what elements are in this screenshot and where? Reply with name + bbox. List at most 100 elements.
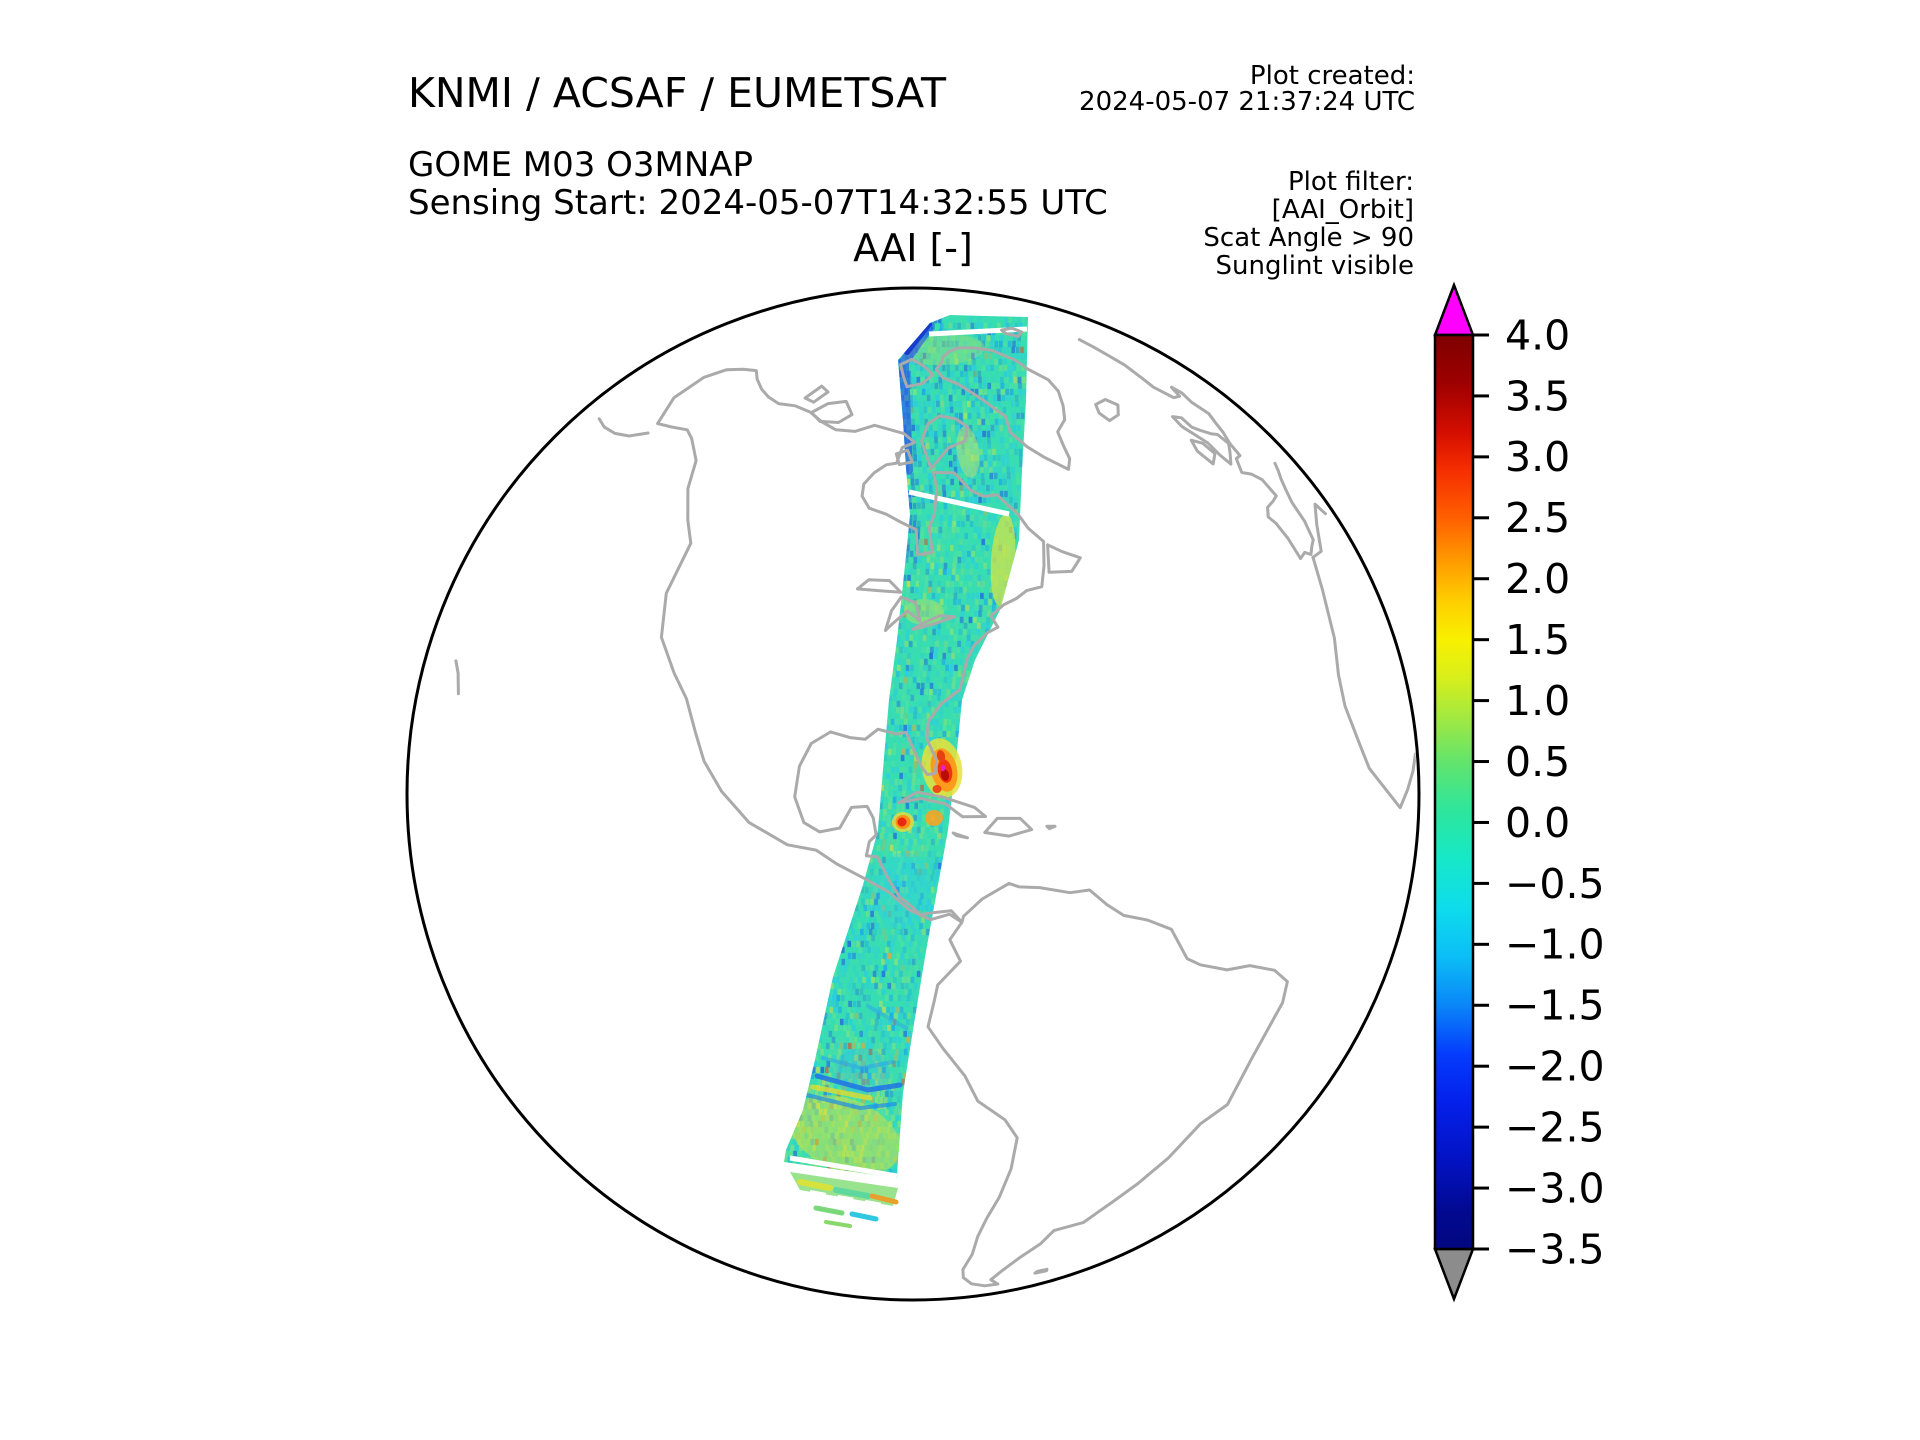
swath-pixel — [1007, 364, 1012, 372]
swath-pixel — [938, 436, 943, 444]
swath-pixel — [977, 334, 982, 342]
swath-pixel — [913, 670, 918, 678]
swath-pixel — [960, 652, 964, 660]
swath-pixel — [911, 1012, 916, 1020]
swath-pixel — [937, 340, 941, 348]
swath-pixel — [893, 1120, 897, 1128]
swath-pixel — [966, 598, 970, 606]
swath-pixel — [900, 760, 904, 768]
swath-pixel — [996, 514, 1001, 522]
swath-pixel — [1013, 430, 1017, 438]
swath-pixel — [988, 556, 992, 564]
swath-pixel — [961, 322, 966, 330]
swath-pixel — [927, 472, 932, 480]
swath-pixel — [863, 1012, 867, 1020]
swath-pixel — [911, 538, 915, 546]
swath-pixel — [922, 400, 927, 408]
swath-pixel — [963, 346, 967, 354]
swath-pixel — [999, 370, 1004, 378]
swath-pixel — [896, 952, 900, 960]
swath-pixel — [868, 916, 872, 924]
swath-pixel — [895, 1102, 900, 1110]
swath-pixel — [932, 406, 936, 414]
swath-pixel — [953, 400, 958, 408]
swath-pixel — [919, 850, 923, 858]
swath-pixel — [855, 1066, 860, 1074]
swath-pixel — [977, 580, 981, 588]
swath-pixel — [924, 652, 929, 660]
swath-pixel — [857, 976, 862, 984]
swath-pixel — [979, 352, 984, 360]
swath-pixel — [1007, 472, 1011, 480]
swath-pixel — [868, 988, 873, 996]
swath-pixel — [938, 826, 943, 834]
swath-pixel — [929, 334, 933, 342]
swath-pixel — [888, 1036, 893, 1044]
swath-pixel — [930, 502, 934, 510]
colorbar-tick-label: 2.0 — [1505, 555, 1570, 603]
swath-pixel — [898, 688, 902, 696]
swath-pixel — [893, 736, 898, 744]
swath-pixel — [894, 646, 899, 654]
swath-pixel — [945, 664, 949, 672]
swath-pixel — [898, 778, 903, 786]
swath-pixel — [992, 388, 996, 396]
swath-pixel — [908, 826, 912, 834]
swath-pixel — [978, 562, 983, 570]
swath-pixel — [1007, 346, 1011, 354]
swath-pixel — [878, 982, 883, 990]
swath-pixel — [904, 562, 908, 570]
swath-pixel — [1009, 496, 1013, 504]
swath-pixel — [856, 982, 861, 990]
swath-pixel — [915, 742, 919, 750]
swath-pixel — [931, 868, 936, 876]
swath-pixel — [896, 868, 901, 876]
swath-pixel — [949, 592, 953, 600]
swath-pixel — [966, 514, 970, 522]
swath-pixel — [999, 490, 1004, 498]
swath-pixel — [909, 592, 914, 600]
swath-pixel — [999, 316, 1004, 324]
swath-pixel — [866, 922, 870, 930]
swath-pixel — [953, 598, 957, 606]
swath-pixel — [870, 964, 874, 972]
swath-pixel — [957, 460, 962, 468]
swath-pixel — [1018, 448, 1023, 456]
swath-pixel — [883, 1042, 887, 1050]
swath-pixel — [995, 424, 999, 432]
swath-pixel — [828, 1030, 833, 1038]
swath-pixel — [912, 820, 917, 828]
swath-pixel — [888, 802, 892, 810]
swath-pixel — [1003, 478, 1007, 486]
swath-pixel — [881, 970, 886, 978]
swath-pixel — [1004, 316, 1008, 324]
swath-pixel — [826, 1018, 831, 1026]
swath-pixel — [977, 340, 981, 348]
swath-pixel — [924, 532, 929, 540]
swath-pixel — [1005, 448, 1009, 456]
swath-pixel — [928, 658, 933, 666]
swath-pixel — [889, 946, 893, 954]
swath-pixel — [859, 1048, 864, 1056]
swath-pixel — [920, 688, 924, 696]
swath-pixel — [814, 1162, 818, 1170]
swath-pixel — [940, 460, 944, 468]
swath-pixel — [926, 508, 931, 516]
swath-pixel — [895, 928, 899, 936]
swath-pixel — [965, 382, 969, 390]
swath-pixel — [914, 400, 918, 408]
swath-pixel — [839, 952, 843, 960]
swath-pixel — [953, 394, 957, 402]
swath-pixel — [977, 616, 982, 624]
swath-pixel — [916, 568, 921, 576]
swath-pixel — [949, 406, 954, 414]
swath-pixel — [1014, 502, 1018, 510]
swath-pixel — [871, 892, 876, 900]
colorbar-tick-label: 4.0 — [1505, 311, 1570, 359]
swath-pixel — [848, 922, 853, 930]
swath-pixel — [881, 844, 885, 852]
swath-pixel — [895, 640, 900, 648]
swath-pixel — [926, 394, 931, 402]
swath-pixel — [943, 568, 947, 576]
swath-pixel — [930, 604, 934, 612]
